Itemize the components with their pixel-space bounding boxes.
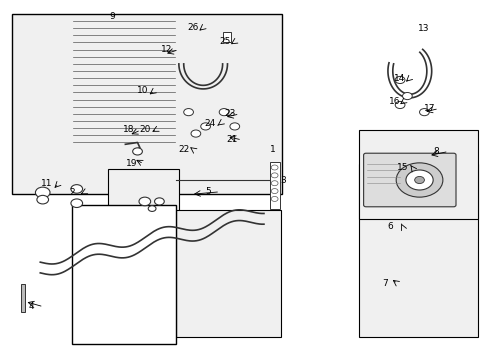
Text: 8: 8 bbox=[433, 147, 439, 156]
Circle shape bbox=[402, 93, 411, 100]
FancyBboxPatch shape bbox=[363, 153, 455, 207]
Text: 12: 12 bbox=[161, 45, 172, 54]
Text: 2: 2 bbox=[69, 188, 75, 197]
Text: 17: 17 bbox=[423, 104, 434, 113]
Circle shape bbox=[271, 181, 278, 186]
Circle shape bbox=[148, 206, 156, 211]
Circle shape bbox=[71, 199, 82, 207]
Text: 11: 11 bbox=[41, 179, 52, 188]
Text: 25: 25 bbox=[219, 37, 230, 46]
Text: 18: 18 bbox=[123, 126, 134, 135]
Text: 1: 1 bbox=[269, 145, 275, 154]
Bar bbox=[176, 210, 281, 337]
Circle shape bbox=[271, 173, 278, 178]
Text: 26: 26 bbox=[187, 23, 199, 32]
Text: 14: 14 bbox=[394, 74, 405, 83]
Text: 4: 4 bbox=[29, 302, 34, 311]
Circle shape bbox=[201, 123, 210, 130]
Circle shape bbox=[414, 176, 424, 184]
Circle shape bbox=[271, 197, 278, 202]
Circle shape bbox=[405, 170, 432, 190]
Text: 10: 10 bbox=[136, 86, 148, 95]
Circle shape bbox=[229, 123, 239, 130]
Bar bbox=[222, 32, 231, 42]
Text: 6: 6 bbox=[386, 222, 392, 231]
Circle shape bbox=[37, 195, 48, 204]
Circle shape bbox=[394, 76, 404, 84]
Bar bbox=[72, 205, 176, 344]
Text: 20: 20 bbox=[139, 125, 150, 134]
Text: 9: 9 bbox=[109, 12, 115, 21]
Bar bbox=[358, 164, 477, 337]
Circle shape bbox=[35, 187, 50, 198]
Circle shape bbox=[191, 130, 201, 137]
Text: 15: 15 bbox=[396, 163, 407, 172]
Circle shape bbox=[139, 197, 150, 206]
Circle shape bbox=[154, 198, 164, 205]
Text: 13: 13 bbox=[417, 24, 428, 33]
Circle shape bbox=[219, 109, 228, 116]
Circle shape bbox=[271, 189, 278, 194]
Circle shape bbox=[132, 148, 142, 155]
Text: 23: 23 bbox=[224, 109, 235, 118]
Circle shape bbox=[183, 109, 193, 116]
Text: 7: 7 bbox=[382, 279, 387, 288]
Text: 22: 22 bbox=[178, 145, 189, 154]
Bar bbox=[21, 284, 25, 312]
Circle shape bbox=[395, 163, 442, 197]
Bar bbox=[108, 169, 179, 235]
Text: 16: 16 bbox=[387, 97, 399, 106]
Bar bbox=[358, 130, 477, 219]
Text: 19: 19 bbox=[126, 159, 137, 168]
Text: 5: 5 bbox=[205, 187, 210, 196]
Text: 21: 21 bbox=[226, 135, 238, 144]
Circle shape bbox=[394, 162, 404, 169]
Circle shape bbox=[394, 102, 404, 109]
Text: 3: 3 bbox=[280, 176, 285, 185]
Circle shape bbox=[419, 109, 428, 116]
Circle shape bbox=[271, 165, 278, 170]
Text: 24: 24 bbox=[204, 119, 216, 128]
Circle shape bbox=[71, 185, 82, 193]
Bar bbox=[269, 162, 279, 208]
Bar bbox=[12, 14, 282, 194]
